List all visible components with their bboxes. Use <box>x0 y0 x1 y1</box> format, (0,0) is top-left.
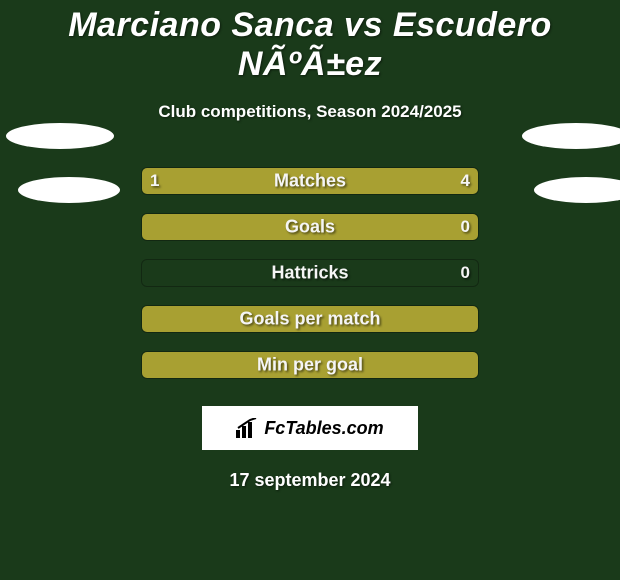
page-subtitle: Club competitions, Season 2024/2025 <box>0 102 620 122</box>
logo-text: FcTables.com <box>264 418 383 439</box>
decor-ellipse <box>522 123 620 149</box>
bar-wrap: Hattricks 0 <box>141 259 479 287</box>
value-right: 0 <box>461 263 470 283</box>
date-text: 17 september 2024 <box>0 470 620 491</box>
chart-icon <box>236 418 258 438</box>
bar-wrap: Goals per match <box>141 305 479 333</box>
value-right: 4 <box>461 171 470 191</box>
stat-label: Goals <box>285 217 335 238</box>
value-left: 1 <box>150 171 159 191</box>
bar-wrap: Goals 0 <box>141 213 479 241</box>
stat-label: Hattricks <box>271 263 348 284</box>
stat-row-matches: 1 Matches 4 <box>0 158 620 204</box>
bar-wrap: Min per goal <box>141 351 479 379</box>
stat-row-min-per-goal: Min per goal <box>0 342 620 388</box>
stat-row-hattricks: Hattricks 0 <box>0 250 620 296</box>
bar-wrap: 1 Matches 4 <box>141 167 479 195</box>
stat-label: Goals per match <box>239 309 380 330</box>
stat-label: Min per goal <box>257 355 363 376</box>
value-right: 0 <box>461 217 470 237</box>
page-title: Marciano Sanca vs Escudero NÃºÃ±ez <box>0 0 620 84</box>
stat-row-goals-per-match: Goals per match <box>0 296 620 342</box>
stat-row-goals: Goals 0 <box>0 204 620 250</box>
decor-ellipse <box>6 123 114 149</box>
stat-label: Matches <box>274 171 346 192</box>
fctables-logo: FcTables.com <box>202 406 418 450</box>
comparison-chart: 1 Matches 4 Goals 0 Hattricks 0 Goals pe… <box>0 158 620 388</box>
